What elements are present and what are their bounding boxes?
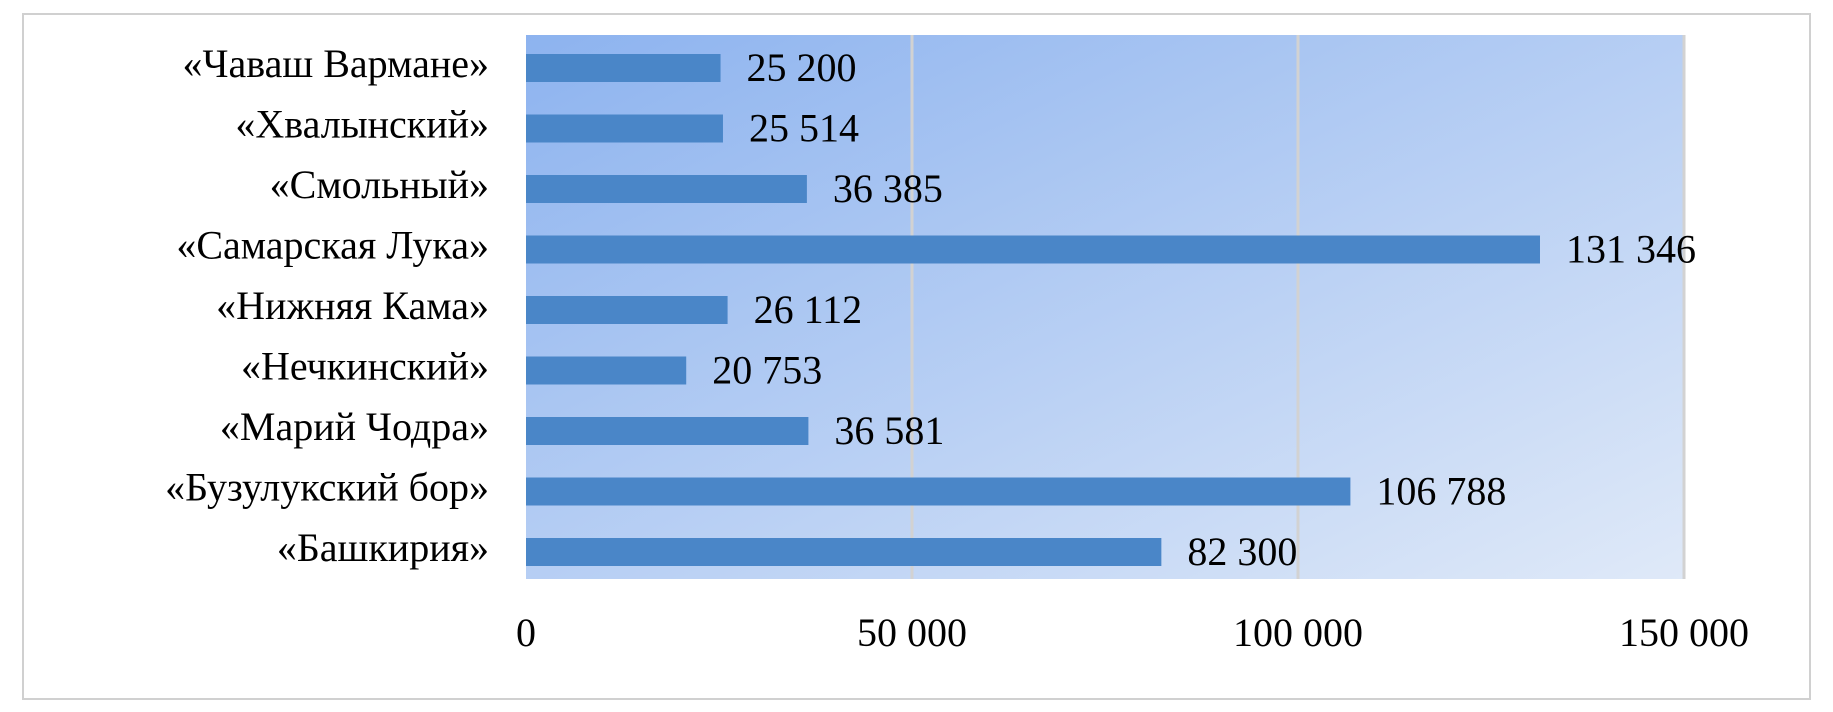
y-tick-label: «Бузулукский бор» [165, 465, 489, 510]
bar [526, 54, 721, 82]
y-tick-label: «Самарская Лука» [176, 223, 489, 268]
bar [526, 356, 687, 385]
y-tick-label: «Нижняя Кама» [216, 283, 489, 328]
value-label: 25 200 [747, 45, 857, 90]
y-tick-label: «Марий Чодра» [220, 404, 489, 449]
bar [526, 477, 1351, 506]
x-tick-label: 100 000 [1233, 610, 1363, 655]
bar [526, 114, 723, 143]
y-tick-label: «Смольный» [270, 162, 489, 207]
x-tick-label: 150 000 [1619, 610, 1749, 655]
value-label: 36 385 [833, 166, 943, 211]
value-label: 20 753 [712, 348, 822, 393]
y-tick-label: «Чаваш Вармане» [183, 41, 489, 86]
y-tick-label: «Нечкинский» [241, 344, 489, 389]
bar [526, 175, 807, 203]
bar [526, 296, 728, 324]
y-tick-label: «Хвалынский» [235, 102, 489, 147]
x-tick-label: 50 000 [857, 610, 967, 655]
value-label: 36 581 [834, 408, 944, 453]
x-tick-label: 0 [516, 610, 536, 655]
value-label: 26 112 [754, 287, 863, 332]
bar [526, 417, 809, 445]
value-label: 106 788 [1376, 469, 1506, 514]
value-label: 131 346 [1566, 227, 1696, 272]
bar [526, 235, 1540, 264]
value-label: 25 514 [749, 106, 859, 151]
value-label: 82 300 [1187, 529, 1297, 574]
y-tick-label: «Башкирия» [277, 525, 489, 570]
bar [526, 538, 1162, 566]
